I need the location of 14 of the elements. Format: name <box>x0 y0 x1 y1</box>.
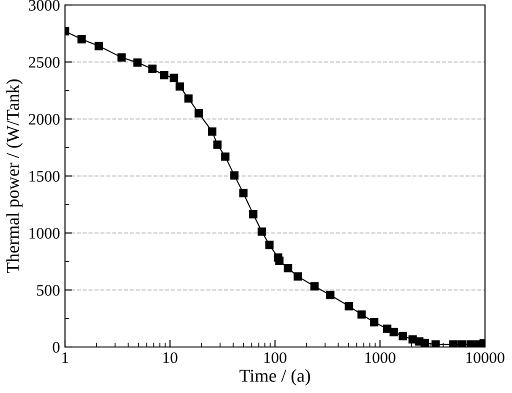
y-tick-label: 500 <box>37 284 60 296</box>
y-tick-label: 3000 <box>28 0 60 11</box>
y-tick-label: 2000 <box>28 114 60 125</box>
x-tick-label: 10000 <box>466 352 504 364</box>
y-tick-label: 1500 <box>30 170 60 182</box>
x-tick-label: 1 <box>62 352 68 363</box>
y-tick-label: 0 <box>52 342 60 353</box>
x-tick-label: 100 <box>264 352 286 364</box>
y-tick-label: 1000 <box>30 228 60 239</box>
x-tick-label: 10 <box>163 352 178 364</box>
x-axis-title: Time / (a) <box>240 369 310 386</box>
x-tick-label: 1000 <box>365 352 396 364</box>
y-axis-title: Thermal power / (W/Tank) <box>6 79 23 274</box>
y-tick-label: 2500 <box>28 56 60 68</box>
